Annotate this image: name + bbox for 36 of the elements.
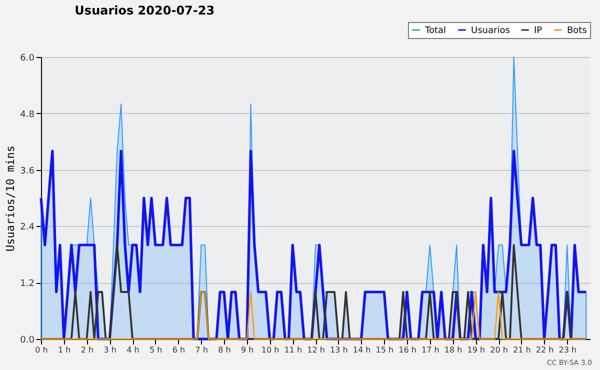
x-tick-label: 23 h <box>558 346 577 354</box>
x-tick-label: 12 h <box>307 346 325 354</box>
y-tick-label: 2.4 <box>20 222 35 233</box>
x-tick-label: 22 h <box>536 346 554 354</box>
x-tick-label: 13 h <box>330 346 348 354</box>
x-tick-label: 0 h <box>35 346 48 354</box>
x-tick-label: 17 h <box>421 346 440 354</box>
chart-title: Usuarios 2020-07-23 <box>74 4 215 18</box>
x-tick-label: 19 h <box>467 346 486 354</box>
y-tick-label: 4.8 <box>20 110 35 120</box>
x-tick-label: 7 h <box>195 346 208 354</box>
x-tick-label: 2 h <box>80 346 94 354</box>
x-tick-label: 5 h <box>150 346 162 354</box>
x-tick-label: 9 h <box>241 346 254 354</box>
legend-label: Usuarios <box>471 26 510 36</box>
x-tick-label: 3 h <box>104 346 116 354</box>
x-tick-label: 18 h <box>444 346 462 354</box>
x-tick-label: 4 h <box>126 346 140 354</box>
legend-label: Bots <box>567 26 588 36</box>
x-tick-label: 16 h <box>398 346 416 354</box>
x-tick-label: 8 h <box>218 346 231 354</box>
x-tick-label: 15 h <box>376 346 394 354</box>
y-tick-label: 3.6 <box>20 166 35 176</box>
x-tick-label: 21 h <box>512 346 531 354</box>
y-tick-label: 0.0 <box>20 336 35 346</box>
x-tick-label: 20 h <box>490 346 508 354</box>
x-tick-label: 10 h <box>261 346 280 354</box>
x-tick-label: 6 h <box>172 346 186 354</box>
x-tick-label: 1 h <box>58 346 71 354</box>
y-tick-label: 1.2 <box>20 279 34 290</box>
y-tick-label: 6.0 <box>20 54 35 64</box>
legend-label: IP <box>534 26 543 36</box>
x-tick-label: 14 h <box>352 346 371 354</box>
x-tick-label: 11 h <box>284 346 302 354</box>
legend-label: Total <box>424 26 446 36</box>
y-axis-title: Usuarios/10 mins <box>4 146 18 252</box>
